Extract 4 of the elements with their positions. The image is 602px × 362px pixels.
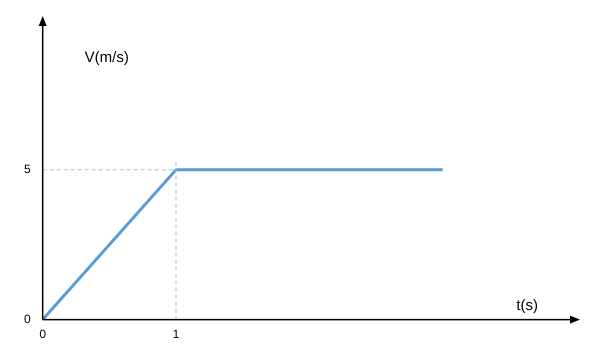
- x-axis-title: t(s): [516, 297, 538, 314]
- y-tick-label: 5: [24, 162, 31, 176]
- x-tick-label: 1: [172, 327, 180, 342]
- y-axis-title: V(m/s): [84, 49, 129, 66]
